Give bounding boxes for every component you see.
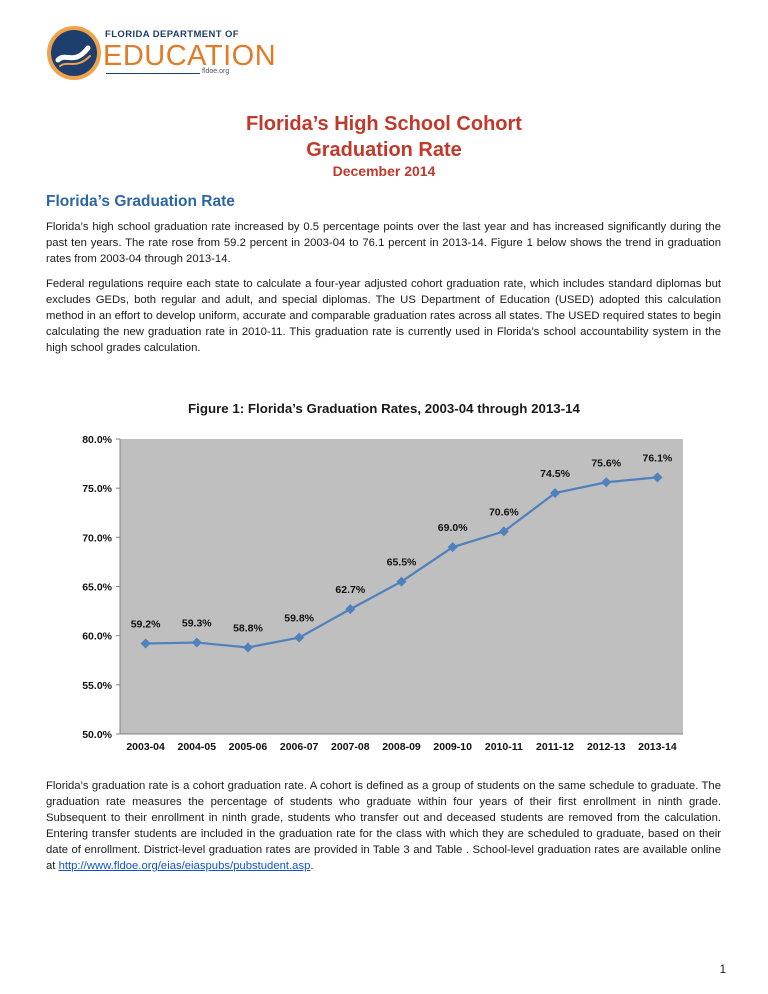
y-tick-label: 50.0% xyxy=(82,729,112,741)
data-label: 76.1% xyxy=(643,452,673,464)
data-label: 74.5% xyxy=(540,468,570,480)
y-tick-label: 65.0% xyxy=(82,582,112,594)
data-label: 59.8% xyxy=(284,613,314,625)
page-number: 1 xyxy=(719,964,726,976)
y-tick-label: 80.0% xyxy=(82,434,112,446)
x-tick-label: 2009-10 xyxy=(433,741,472,753)
data-point xyxy=(140,638,151,649)
x-tick-label: 2007-08 xyxy=(331,741,370,753)
logo-wordmark: EDUCATION xyxy=(103,40,277,72)
graduation-rate-chart: 50.0% 55.0% 60.0% 65.0% 70.0% 75.0% 80.0% 2003-… xyxy=(82,434,683,753)
data-point xyxy=(242,642,253,653)
data-point xyxy=(345,604,356,615)
paragraph-3-text: Florida’s graduation rate is a cohort gr… xyxy=(46,780,721,872)
publication-date: December 2014 xyxy=(332,163,436,179)
x-tick-label: 2006-07 xyxy=(280,741,319,753)
data-label: 58.8% xyxy=(233,622,263,634)
data-point xyxy=(498,526,509,537)
paragraph-2: Federal regulations require each state t… xyxy=(46,278,721,354)
y-tick-label: 70.0% xyxy=(82,532,112,544)
y-tick-label: 75.0% xyxy=(82,483,112,495)
data-point xyxy=(447,542,458,553)
page-title-line-1: Florida’s High School Cohort xyxy=(246,113,522,135)
y-tick-label: 60.0% xyxy=(82,631,112,643)
x-tick-label: 2003-04 xyxy=(126,741,165,753)
data-label: 69.0% xyxy=(438,522,468,534)
x-tick-label: 2011-12 xyxy=(536,741,574,753)
x-tick-label: 2012-13 xyxy=(587,741,626,753)
x-tick-label: 2010-11 xyxy=(485,741,523,753)
data-label: 70.6% xyxy=(489,506,519,518)
data-label: 59.2% xyxy=(131,619,161,631)
data-label: 75.6% xyxy=(591,457,621,469)
logo-rule xyxy=(106,73,200,74)
data-point xyxy=(396,576,407,587)
x-tick-label: 2013-14 xyxy=(638,741,677,753)
data-point xyxy=(294,632,305,643)
logo-url: fldoe.org xyxy=(202,68,230,75)
page-title-line-2: Graduation Rate xyxy=(306,139,462,161)
y-tick-label: 55.0% xyxy=(82,680,112,692)
data-label: 59.3% xyxy=(182,618,212,630)
figure-caption: Figure 1: Florida’s Graduation Rates, 20… xyxy=(188,401,580,416)
x-tick-label: 2004-05 xyxy=(178,741,217,753)
data-point xyxy=(191,637,202,648)
data-point xyxy=(652,472,663,483)
fldoe-logo: FLORIDA DEPARTMENT OF EDUCATION fldoe.or… xyxy=(44,22,276,84)
school-rates-link[interactable]: http://www.fldoe.org/eias/eiaspubs/pubst… xyxy=(58,860,311,872)
data-label: 65.5% xyxy=(387,557,417,569)
x-tick-label: 2005-06 xyxy=(229,741,268,753)
x-tick-label: 2008-09 xyxy=(382,741,421,753)
data-point xyxy=(550,488,561,499)
florida-emblem-icon xyxy=(47,26,101,80)
link-suffix: . xyxy=(310,860,314,872)
section-heading: Florida’s Graduation Rate xyxy=(46,193,235,210)
paragraph-3: Florida’s graduation rate is a cohort gr… xyxy=(46,778,721,874)
data-label: 62.7% xyxy=(335,584,365,596)
paragraph-1: Florida’s high school graduation rate in… xyxy=(46,221,721,265)
data-point xyxy=(601,477,612,488)
logo-line-1: FLORIDA DEPARTMENT OF xyxy=(105,29,240,40)
